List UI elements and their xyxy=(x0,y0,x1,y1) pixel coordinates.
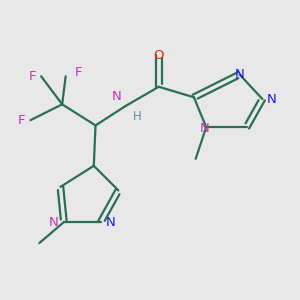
Text: N: N xyxy=(267,93,276,106)
Text: N: N xyxy=(106,215,116,229)
Text: N: N xyxy=(235,68,244,81)
Text: H: H xyxy=(133,110,142,123)
Text: F: F xyxy=(18,114,25,127)
Text: N: N xyxy=(200,122,209,135)
Text: F: F xyxy=(74,65,82,79)
Text: N: N xyxy=(49,215,59,229)
Text: N: N xyxy=(111,90,121,103)
Text: F: F xyxy=(28,70,36,83)
Text: O: O xyxy=(154,49,164,62)
